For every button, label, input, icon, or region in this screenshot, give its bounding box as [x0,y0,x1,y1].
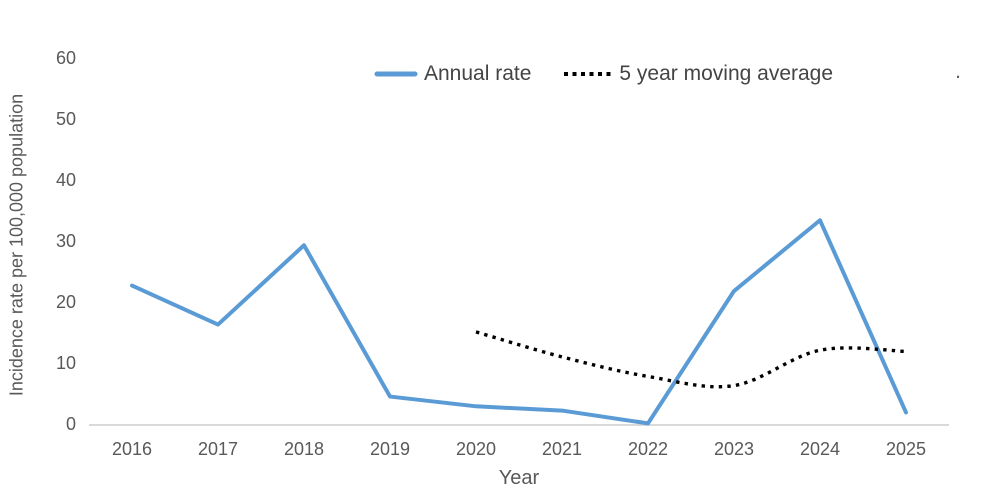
x-tick-label-2022: 2022 [627,439,669,459]
legend-sample-dotted-line-icon [564,72,614,76]
y-tick-label-20: 20 [55,292,76,312]
y-tick-label-50: 50 [55,109,76,129]
x-axis-title: Year [498,467,540,489]
legend: Annual rate 5 year moving average [374,60,833,88]
legend-stray-dot: . [955,60,961,83]
legend-label-moving-average: 5 year moving average [619,62,834,85]
y-tick-label-0: 0 [65,414,76,434]
legend-item-moving-average: 5 year moving average [563,60,833,88]
y-tick-label-10: 10 [55,353,76,373]
x-tick-label-2025: 2025 [885,439,927,459]
y-tick-label-40: 40 [55,170,76,190]
x-tick-label-2018: 2018 [283,439,325,459]
x-tick-label-2017: 2017 [197,439,239,459]
y-tick-label-30: 30 [55,231,76,251]
x-tick-label-2021: 2021 [541,439,583,459]
series-line-1-5-year-moving-average [475,330,907,389]
x-tick-label-2023: 2023 [713,439,755,459]
legend-item-annual-rate: Annual rate [374,60,531,88]
x-tick-label-2024: 2024 [799,439,841,459]
series-line-0-annual-rate [130,218,908,426]
legend-label-annual-rate: Annual rate [424,62,532,85]
legend-sample-solid-line-icon [374,71,418,77]
y-tick-label-60: 60 [55,48,76,68]
x-tick-label-2019: 2019 [369,439,411,459]
x-tick-label-2016: 2016 [111,439,153,459]
x-tick-label-2020: 2020 [455,439,497,459]
